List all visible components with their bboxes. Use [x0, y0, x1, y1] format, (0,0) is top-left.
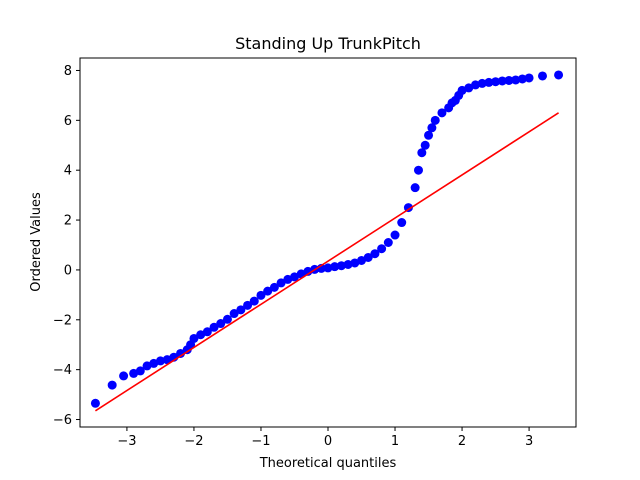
x-tick-label: −3	[117, 434, 136, 449]
data-point	[470, 80, 480, 90]
data-point	[269, 282, 279, 292]
y-tick-label: 2	[64, 214, 72, 229]
data-point	[504, 75, 514, 85]
data-point	[420, 140, 430, 150]
data-point	[256, 290, 266, 300]
y-tick-label: −6	[53, 413, 72, 428]
data-point	[119, 371, 129, 381]
x-tick-label: 2	[458, 434, 466, 449]
data-point	[216, 319, 226, 329]
data-point	[249, 296, 259, 306]
x-tick-label: 3	[525, 434, 533, 449]
data-point	[90, 398, 100, 408]
data-point	[491, 77, 501, 87]
data-point	[323, 263, 333, 273]
data-point	[464, 83, 474, 93]
y-axis: −6 −4 −2 0 2 4 6 8	[53, 64, 80, 428]
data-point	[189, 333, 199, 343]
y-tick-label: 8	[64, 64, 72, 79]
y-tick-label: 0	[64, 263, 72, 278]
data-point	[135, 366, 145, 376]
y-tick-label: 6	[64, 114, 72, 129]
x-axis-label: Theoretical quantiles	[259, 456, 397, 471]
data-point	[511, 75, 521, 85]
y-tick-label: −2	[53, 313, 72, 328]
data-point	[403, 203, 413, 213]
y-tick-label: 4	[64, 164, 72, 179]
chart-title: Standing Up TrunkPitch	[235, 34, 421, 53]
data-point	[222, 314, 232, 324]
data-point	[196, 330, 206, 340]
data-point	[357, 255, 367, 265]
data-point	[289, 272, 299, 282]
data-point	[537, 71, 547, 81]
data-point	[497, 76, 507, 86]
data-point	[243, 300, 253, 310]
data-point	[343, 259, 353, 269]
data-point	[427, 123, 437, 133]
x-tick-label: 0	[324, 434, 332, 449]
data-point	[424, 130, 434, 140]
data-marks	[90, 70, 564, 412]
x-tick-label: −2	[184, 434, 203, 449]
data-point	[202, 327, 212, 337]
data-point	[155, 356, 165, 366]
data-point	[477, 78, 487, 88]
fit-line	[94, 112, 560, 412]
data-point	[229, 309, 239, 319]
data-point	[410, 183, 420, 193]
data-point	[390, 230, 400, 240]
data-point	[370, 249, 380, 259]
data-point	[554, 70, 564, 80]
data-point	[484, 77, 494, 87]
data-point	[276, 278, 286, 288]
data-point	[417, 148, 427, 158]
x-axis: −3 −2 −1 0 1 2 3	[117, 427, 533, 449]
y-axis-label: Ordered Values	[29, 192, 44, 292]
x-tick-label: −1	[251, 434, 270, 449]
data-point	[437, 108, 447, 118]
data-point	[236, 305, 246, 315]
x-tick-label: 1	[391, 434, 399, 449]
data-point	[176, 348, 186, 358]
data-point	[336, 261, 346, 271]
data-point	[383, 238, 393, 247]
data-point	[430, 115, 440, 125]
data-point	[517, 74, 527, 84]
data-point	[209, 322, 219, 332]
data-point	[413, 165, 423, 175]
plot-area: −3 −2 −1 0 1 2 3 −6 −4 −2 0 2 4 6 8	[53, 57, 577, 449]
data-point	[397, 218, 407, 228]
y-tick-label: −4	[53, 363, 72, 378]
data-point	[377, 244, 387, 254]
data-point	[524, 73, 534, 83]
plot-frame	[79, 57, 577, 428]
data-point	[107, 380, 117, 390]
data-point	[330, 262, 340, 272]
data-point	[363, 252, 373, 262]
data-point	[263, 286, 273, 296]
